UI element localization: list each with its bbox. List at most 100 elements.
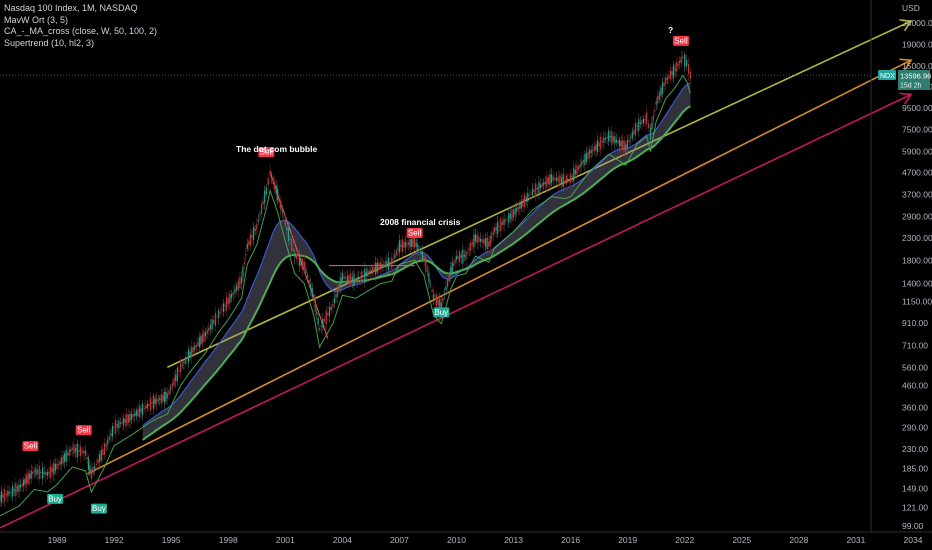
price-candle-body: [623, 140, 625, 152]
price-candle-body: [240, 276, 243, 284]
price-candle-body: [562, 174, 564, 187]
price-candle-body: [345, 277, 347, 279]
price-candle-body: [81, 450, 83, 453]
price-candle-body: [337, 285, 339, 298]
legend-indicator-supertrend[interactable]: Supertrend (10, hl2, 3): [4, 37, 95, 48]
price-candle-body: [45, 471, 47, 476]
price-candle-body: [160, 394, 162, 404]
x-tick-label: 2013: [504, 535, 523, 545]
price-candle-body: [183, 362, 185, 364]
price-candle-body: [484, 238, 487, 247]
price-candle-body: [0, 494, 1, 501]
price-candle-body: [423, 255, 425, 261]
buy-signal-label: Buy: [47, 493, 64, 504]
price-candle-body: [146, 403, 149, 409]
price-candle-body: [269, 170, 271, 175]
price-candle-body: [492, 232, 494, 235]
price-candle-body: [156, 397, 158, 404]
price-candle-body: [571, 176, 573, 177]
legend-indicator-macross[interactable]: CA_-_MA_cross (close, W, 50, 100, 2): [4, 26, 158, 36]
time-axis[interactable]: 1989 1992 1995 1998 2001 2004 2007 2010 2013 2016…: [0, 531, 932, 545]
price-candle-body: [22, 479, 25, 487]
price-candle-body: [51, 467, 53, 473]
price-candle-body: [95, 464, 97, 465]
price-candle-body: [474, 234, 477, 242]
legend-title[interactable]: Nasdaq 100 Index, 1M, NASDAQ: [4, 3, 138, 13]
price-candle-body: [546, 176, 548, 188]
price-candle-body: [162, 394, 164, 401]
price-candle-body: [323, 319, 326, 322]
price-candle-body: [130, 413, 133, 420]
price-candle-body: [590, 150, 592, 154]
channel-low-line-arrow: [899, 92, 913, 105]
price-candle-body: [498, 225, 500, 227]
sell-signal-label: Sell: [672, 35, 689, 46]
price-candle-body: [154, 399, 156, 404]
price-candle-body: [213, 319, 215, 324]
price-candle-body: [65, 450, 67, 462]
y-tick-label: 290.00: [902, 423, 928, 433]
price-candle-body: [671, 71, 673, 75]
price-candle-body: [596, 140, 599, 152]
price-candle-body: [105, 444, 107, 446]
price-candle-body: [267, 178, 269, 185]
price-candle-body: [411, 239, 413, 247]
price-candle-body: [18, 484, 20, 492]
price-candle-body: [409, 239, 411, 248]
y-tick-label: 99.00: [902, 521, 924, 531]
price-candle-body: [552, 176, 554, 181]
price-candle-body: [340, 277, 342, 287]
price-candle-body: [508, 212, 510, 223]
sell-signal-label: Sell: [258, 147, 275, 158]
price-candle-body: [600, 136, 602, 150]
price-candle-body: [68, 449, 70, 456]
price-candle-body: [636, 125, 638, 127]
price-candle-body: [626, 140, 629, 149]
price-candle-body: [429, 283, 432, 285]
annotation-gfc: 2008 financial crisis: [380, 217, 461, 227]
price-candle-body: [425, 257, 427, 272]
price-candle-body: [649, 127, 652, 140]
price-candle-body: [30, 470, 32, 479]
price-axis[interactable]: USD 24000.0019000.0015000.0012000.009500…: [870, 0, 932, 532]
price-candle-body: [371, 266, 374, 274]
price-candle-body: [59, 461, 61, 465]
price-candle-body: [555, 177, 558, 181]
price-candle-body: [630, 137, 632, 139]
price-candle-body: [191, 346, 193, 358]
price-candle-body: [229, 294, 231, 304]
y-tick-label: 1800.00: [902, 255, 932, 265]
price-candle-body: [433, 294, 435, 301]
price-candle-body: [503, 219, 505, 225]
y-tick-label: 230.00: [902, 444, 928, 454]
price-candle-body: [505, 219, 507, 222]
price-candle-body: [516, 207, 518, 213]
price-candle-body: [687, 64, 690, 75]
y-tick-label: 560.00: [902, 362, 928, 372]
price-candle-body: [401, 239, 404, 252]
price-candle-body: [2, 494, 4, 498]
legend-indicator-mavw[interactable]: MavW Ort (3, 5): [4, 14, 69, 25]
price-candle-body: [361, 271, 363, 282]
price-candle-body: [107, 439, 109, 445]
price-candle-body: [603, 137, 605, 143]
y-tick-label: 121.00: [902, 503, 928, 513]
price-candle-body: [524, 194, 526, 208]
price-candle-body: [473, 234, 475, 248]
price-candle-body: [420, 251, 422, 254]
price-candle-body: [7, 490, 9, 497]
price-candle-body: [75, 448, 77, 452]
last-price-box: [898, 70, 930, 90]
price-candle-body: [533, 189, 535, 192]
price-candle-body: [663, 82, 665, 87]
price-candle-body: [517, 206, 519, 210]
annotation-dotcom: The dot-com bubble: [236, 144, 317, 154]
y-tick-label: 2300.00: [902, 233, 932, 243]
price-candle-body: [387, 257, 390, 271]
price-candle-body: [135, 410, 137, 417]
price-candle-body: [143, 408, 145, 409]
price-candle-body: [460, 255, 462, 258]
price-candle-body: [527, 192, 529, 202]
price-candle-body: [434, 298, 436, 300]
